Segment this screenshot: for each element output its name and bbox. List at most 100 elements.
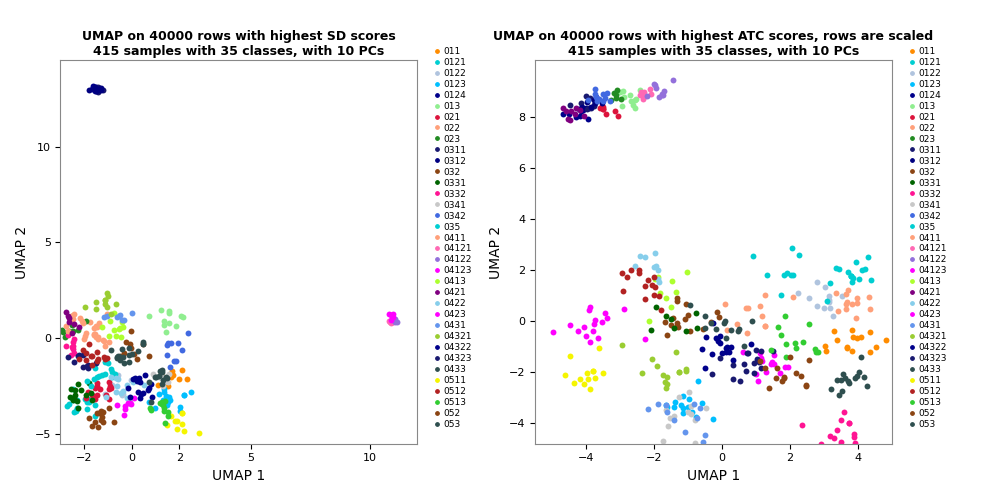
Point	[838, 300, 854, 308]
Point	[844, 272, 860, 280]
Point	[386, 316, 402, 324]
Point	[118, 338, 134, 346]
Point	[108, 332, 124, 340]
Point	[90, 357, 106, 365]
Point	[64, 385, 80, 393]
Point	[586, 367, 602, 375]
Point	[640, 276, 656, 284]
Point	[120, 399, 136, 407]
Point	[667, 347, 683, 355]
Point	[678, 299, 695, 307]
Point	[89, 334, 105, 342]
Point	[610, 86, 626, 94]
Point	[677, 365, 694, 373]
Point	[655, 91, 671, 99]
Point	[808, 348, 825, 356]
Point	[840, 298, 856, 306]
Point	[689, 376, 706, 385]
Point	[590, 97, 606, 105]
Point	[121, 351, 137, 359]
Point	[129, 377, 145, 385]
Point	[843, 272, 859, 280]
Point	[646, 275, 662, 283]
Point	[112, 352, 128, 360]
Point	[657, 294, 673, 302]
Point	[161, 309, 177, 317]
Point	[619, 273, 635, 281]
Point	[152, 369, 168, 377]
Point	[80, 364, 96, 372]
Point	[586, 96, 602, 104]
Legend: 011, 0121, 0122, 0123, 0124, 013, 021, 022, 023, 0311, 0312, 032, 0331, 0332, 03: 011, 0121, 0122, 0123, 0124, 013, 021, 0…	[433, 46, 473, 430]
Point	[732, 377, 748, 385]
Point	[172, 311, 188, 320]
Point	[659, 331, 675, 339]
Point	[840, 268, 856, 276]
Point	[96, 313, 112, 321]
Point	[699, 404, 715, 412]
Point	[849, 298, 865, 306]
Point	[634, 368, 650, 376]
Point	[854, 266, 870, 274]
Point	[160, 398, 176, 406]
Point	[99, 312, 115, 320]
Point	[682, 327, 699, 335]
Point	[818, 347, 835, 355]
Point	[125, 378, 141, 386]
Point	[769, 364, 785, 372]
Point	[153, 400, 169, 408]
Point	[98, 296, 114, 304]
Point	[72, 313, 88, 322]
Point	[785, 271, 801, 279]
Point	[839, 344, 855, 352]
Point	[712, 332, 728, 340]
Point	[122, 341, 138, 349]
Point	[66, 395, 82, 403]
Point	[637, 253, 653, 261]
Point	[677, 366, 694, 374]
Point	[622, 91, 638, 99]
Point	[381, 317, 397, 325]
Point	[66, 396, 82, 404]
Point	[655, 87, 671, 95]
Point	[164, 367, 180, 375]
Point	[155, 396, 171, 404]
Point	[757, 322, 773, 330]
Point	[95, 323, 111, 331]
Point	[801, 294, 817, 302]
Point	[674, 408, 690, 416]
Point	[78, 330, 94, 338]
Point	[147, 404, 163, 412]
Point	[581, 104, 597, 112]
Point	[586, 101, 602, 109]
Point	[95, 86, 111, 94]
Point	[65, 321, 81, 329]
X-axis label: UMAP 1: UMAP 1	[213, 469, 265, 483]
Point	[111, 325, 127, 333]
Point	[87, 85, 103, 93]
Point	[758, 368, 774, 376]
Point	[753, 364, 769, 372]
Point	[776, 363, 792, 371]
Point	[683, 410, 700, 418]
Point	[591, 95, 607, 103]
Point	[828, 289, 844, 297]
Point	[778, 353, 794, 361]
Point	[87, 331, 103, 339]
Point	[141, 378, 157, 386]
Point	[659, 408, 675, 416]
Point	[90, 423, 106, 431]
Point	[575, 103, 591, 111]
Point	[847, 439, 863, 448]
Point	[580, 96, 596, 104]
Point	[663, 314, 679, 323]
Point	[385, 314, 401, 322]
Point	[112, 311, 128, 319]
Point	[141, 352, 157, 360]
Point	[666, 398, 682, 406]
Point	[91, 372, 107, 381]
Point	[729, 321, 745, 329]
Point	[738, 304, 754, 312]
Point	[108, 299, 124, 307]
Point	[152, 366, 168, 374]
